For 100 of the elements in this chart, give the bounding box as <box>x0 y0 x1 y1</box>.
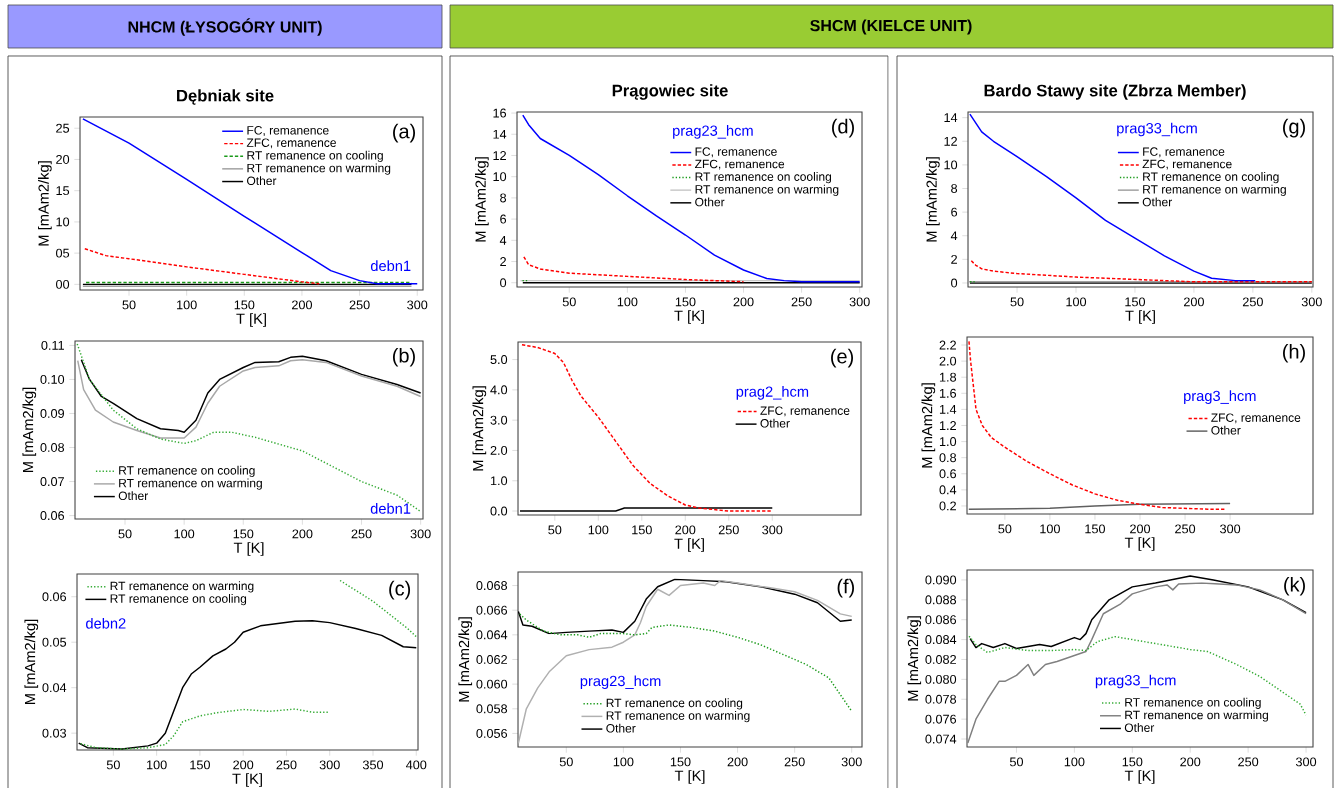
legend-label: ZFC, remanence <box>695 159 785 170</box>
line-series <box>518 578 853 635</box>
x-tick-label: 150 <box>675 297 696 307</box>
x-tick-label: 50 <box>998 524 1012 534</box>
y-tick-label: 0.4 <box>939 485 957 495</box>
legend-label: RT remanence on cooling <box>119 465 255 478</box>
x-tick-label: 50 <box>122 300 136 310</box>
line-series <box>82 247 320 285</box>
y-tick-label: 0 <box>951 278 958 288</box>
y-tick-label: 10 <box>56 217 70 227</box>
x-tick-label: 200 <box>1130 524 1151 534</box>
x-tick-label: 300 <box>841 757 862 767</box>
x-tick-label: 200 <box>727 757 748 767</box>
chart-title: Prągowiec site <box>612 84 728 100</box>
line-series <box>969 575 1307 650</box>
y-tick-label: 0.080 <box>925 674 957 684</box>
y-axis-title: M [mAm2/kg] <box>22 387 37 472</box>
x-tick-label: 300 <box>849 297 870 307</box>
x-tick-label: 250 <box>791 297 812 307</box>
y-tick-label: 1.6 <box>939 388 957 398</box>
line-series <box>75 341 422 513</box>
legend-label: RT remanence on warming <box>1143 184 1286 196</box>
x-tick-label: 300 <box>1301 297 1322 307</box>
x-axis-title: T [K] <box>674 310 704 324</box>
x-tick-label: 200 <box>675 525 696 535</box>
legend-label: ZFC, remanence <box>1211 413 1301 424</box>
y-tick-label: 25 <box>56 123 70 133</box>
x-tick-label: 200 <box>292 300 313 310</box>
line-series <box>518 579 853 745</box>
x-tick-label: 300 <box>407 300 428 310</box>
y-tick-label: 0.074 <box>925 734 957 744</box>
x-tick-label: 250 <box>718 525 739 535</box>
chart-title: Bardo Stawy site (Zbrza Member) <box>984 84 1246 100</box>
y-tick-label: 0.056 <box>476 728 508 738</box>
x-tick-label: 50 <box>106 760 120 770</box>
annotation: prag3_hcm <box>1184 390 1256 404</box>
y-tick-label: 0 <box>500 278 507 288</box>
line-series <box>78 620 418 750</box>
legend-label: RT remanence on cooling <box>110 594 247 606</box>
x-tick-label: 300 <box>410 529 431 539</box>
annotation: prag33_hcm <box>1095 674 1176 689</box>
x-tick-label: 100 <box>1064 757 1085 767</box>
y-tick-label: 0.090 <box>925 575 957 585</box>
line-series <box>522 114 861 283</box>
line-series <box>522 254 745 283</box>
y-tick-label: 0.086 <box>925 615 957 625</box>
annotation: (b) <box>392 347 415 367</box>
x-tick-label: 150 <box>1125 297 1146 307</box>
y-tick-label: 0.082 <box>925 655 956 664</box>
y-tick-label: 14 <box>944 113 958 123</box>
x-tick-label: 100 <box>174 529 195 539</box>
x-tick-label: 250 <box>1238 757 1259 767</box>
y-tick-label: 2 <box>951 254 957 264</box>
x-tick-label: 150 <box>632 525 652 535</box>
y-axis-title: M [mAm2/kg] <box>472 386 487 471</box>
y-tick-label: 0.062 <box>476 655 507 664</box>
y-tick-label: 0.0 <box>490 506 508 516</box>
legend-label: Other <box>760 418 790 428</box>
y-tick-label: 5.0 <box>490 355 508 365</box>
y-tick-label: 4 <box>499 235 507 245</box>
y-axis-title: M [mAm2/kg] <box>921 383 936 468</box>
chart-title: Dębniak site <box>177 89 274 105</box>
legend-label: RT remanence on warming <box>606 711 750 723</box>
legend-label: Other <box>1142 197 1172 207</box>
legend-label: Other <box>695 197 725 207</box>
y-tick-label: 14 <box>493 129 507 139</box>
x-tick-label: 250 <box>1242 297 1263 307</box>
x-tick-label: 250 <box>784 757 805 767</box>
x-tick-label: 300 <box>762 525 783 535</box>
x-tick-label: 200 <box>292 529 313 539</box>
y-tick-label: 1.4 <box>939 405 957 414</box>
y-tick-label: 20 <box>56 154 70 164</box>
y-tick-label: 0.07 <box>40 477 64 487</box>
x-axis-title: T [K] <box>236 313 266 327</box>
legend-label: RT remanence on cooling <box>1143 172 1279 184</box>
y-axis-title: M [mAm2/kg] <box>926 157 940 242</box>
y-tick-label: 0.06 <box>42 592 67 602</box>
legend-label: RT remanence on cooling <box>606 698 743 710</box>
y-tick-label: 1.2 <box>939 421 956 430</box>
x-tick-label: 400 <box>406 760 427 770</box>
x-tick-label: 100 <box>147 760 167 770</box>
y-tick-label: 0.078 <box>925 694 957 704</box>
y-tick-label: 15 <box>56 186 70 196</box>
y-tick-label: 0.06 <box>40 511 65 521</box>
y-tick-label: 0.088 <box>925 595 957 605</box>
y-axis-title: M [mAm2/kg] <box>458 617 473 702</box>
x-tick-label: 100 <box>588 525 609 535</box>
x-tick-label: 250 <box>276 760 297 770</box>
legend-label: FC, remanence <box>1143 147 1225 158</box>
x-tick-label: 150 <box>190 760 210 770</box>
x-tick-label: 250 <box>351 529 372 539</box>
y-tick-label: 12 <box>493 151 506 160</box>
legend-label: Other <box>247 176 277 186</box>
x-axis-title: T [K] <box>232 773 262 787</box>
legend-label: RT remanence on warming <box>1125 710 1268 722</box>
y-tick-label: 0.066 <box>476 605 508 615</box>
annotation: prag23_hcm <box>673 125 753 139</box>
y-tick-label: 2.0 <box>939 356 957 366</box>
annotation: (h) <box>1283 343 1305 363</box>
x-tick-label: 50 <box>548 525 562 535</box>
